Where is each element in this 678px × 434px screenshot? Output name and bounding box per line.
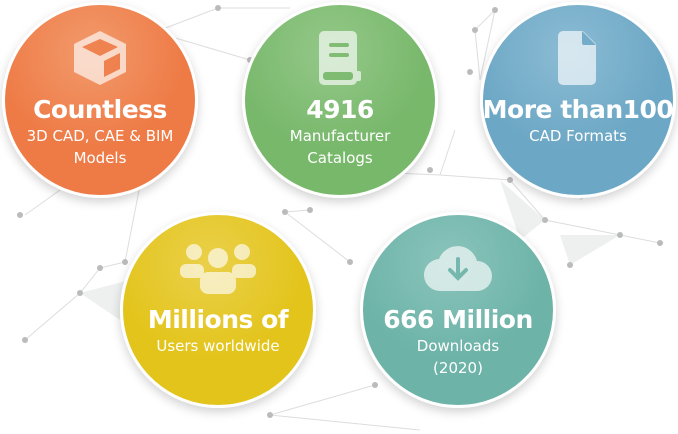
document-icon — [558, 29, 598, 87]
stat-line: CAD Formats — [529, 127, 627, 145]
stat-users: Millions of Users worldwide — [120, 212, 316, 408]
stat-title: 666 Million — [383, 305, 533, 334]
stat-downloads: 666 Million Downloads (2020) — [360, 212, 556, 408]
stat-title: Millions of — [147, 305, 289, 334]
stat-line: Manufacturer — [289, 127, 391, 145]
stat-catalogs: 4916 Manufacturer Catalogs — [242, 2, 438, 198]
stat-models: Countless 3D CAD, CAE & BIM Models — [2, 2, 198, 198]
stat-formats: More than100 CAD Formats — [480, 2, 676, 198]
stat-line: (2020) — [433, 359, 483, 377]
book-icon — [317, 29, 363, 87]
stat-title: 4916 — [306, 95, 374, 124]
stat-line: 3D CAD, CAE & BIM — [26, 127, 174, 145]
stat-line: Users worldwide — [156, 337, 280, 355]
stat-line: Models — [73, 149, 127, 167]
cube-icon — [72, 29, 128, 87]
stat-title: More than100 — [482, 95, 674, 124]
stat-line: Catalogs — [307, 149, 373, 167]
cloud-download-icon — [423, 239, 493, 297]
users-icon — [180, 239, 256, 297]
stat-title: Countless — [33, 95, 167, 124]
stat-line: Downloads — [416, 337, 500, 355]
